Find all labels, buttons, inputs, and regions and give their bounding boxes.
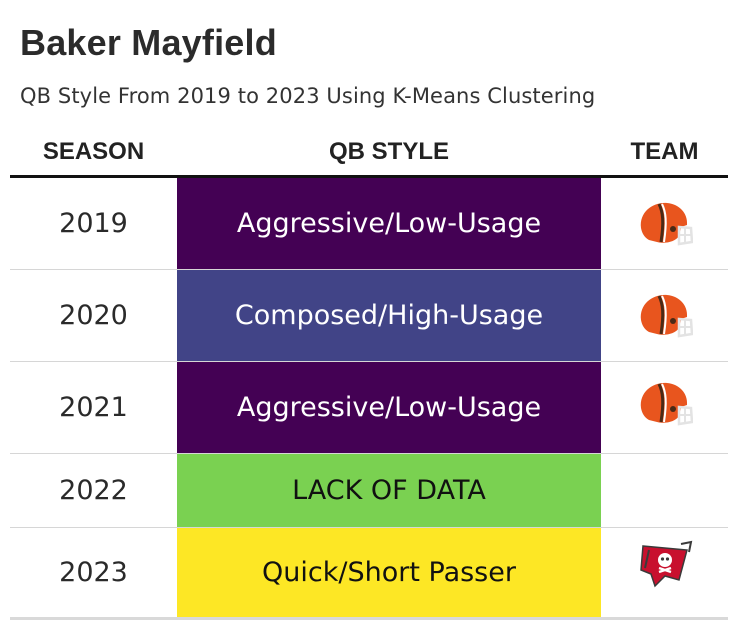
team-cell: [601, 454, 728, 527]
qb-style-column-header: QB STYLE: [328, 137, 449, 165]
qb-style-cell: Quick/Short Passer: [177, 528, 601, 617]
season-column-header: SEASON: [42, 137, 145, 165]
season-cell: 2020: [59, 300, 128, 331]
buccaneers-flag-icon: [640, 540, 693, 588]
qb-style-table: SEASON QB STYLE TEAM 2019 Aggressive/Low…: [10, 128, 728, 620]
browns-helmet-icon: [640, 382, 693, 426]
table-row: 2019 Aggressive/Low-Usage: [10, 178, 728, 270]
table-row: 2022 LACK OF DATA: [10, 454, 728, 528]
page-subtitle: QB Style From 2019 to 2023 Using K-Means…: [20, 84, 596, 108]
team-column-header: TEAM: [630, 137, 699, 165]
team-cell: [601, 270, 728, 361]
season-cell: 2019: [59, 208, 128, 239]
season-cell: 2022: [59, 475, 128, 506]
page-title: Baker Mayfield: [20, 22, 277, 63]
season-cell: 2021: [59, 392, 128, 423]
table-row: 2021 Aggressive/Low-Usage: [10, 362, 728, 454]
qb-style-cell: Composed/High-Usage: [177, 270, 601, 361]
browns-helmet-icon: [640, 294, 693, 338]
table-header: SEASON QB STYLE TEAM: [10, 128, 728, 178]
team-cell: [601, 178, 728, 269]
table-row: 2020 Composed/High-Usage: [10, 270, 728, 362]
season-cell: 2023: [59, 557, 128, 588]
table-row: 2023 Quick/Short Passer: [10, 528, 728, 620]
qb-style-cell: Aggressive/Low-Usage: [177, 178, 601, 269]
team-cell: [601, 528, 728, 617]
browns-helmet-icon: [640, 202, 693, 246]
qb-style-cell: Aggressive/Low-Usage: [177, 362, 601, 453]
qb-style-cell: LACK OF DATA: [177, 454, 601, 527]
team-cell: [601, 362, 728, 453]
